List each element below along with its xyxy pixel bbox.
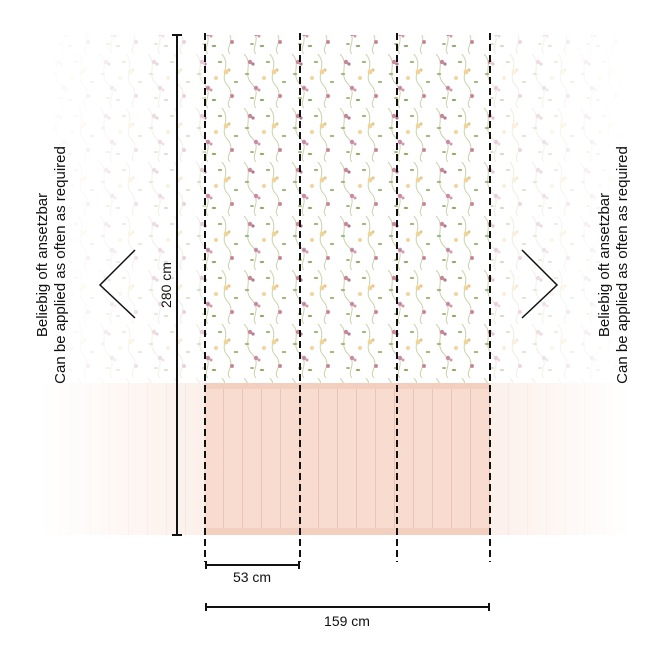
repeat-note-de: Beliebig oft ansetzbar [34,192,51,338]
total-width-label: 159 cm [324,613,370,629]
repeat-note-de: Beliebig oft ansetzbar [596,192,613,338]
floral-pattern [205,35,490,383]
panel-width-label: 53 cm [232,569,272,585]
repeat-note-right: Beliebig oft ansetzbar Can be applied as… [596,146,632,384]
wallpaper-panels [205,35,490,535]
faded-extension-right [490,35,630,535]
repeat-note-left: Beliebig oft ansetzbar Can be applied as… [34,146,70,384]
chevron-right-icon [521,249,559,319]
total-width-dimension [205,603,490,611]
wainscot-pattern [205,383,490,535]
panel-width-dimension [205,561,300,569]
chevron-left-icon [98,249,136,319]
height-dimension [172,34,182,536]
repeat-note-en: Can be applied as often as required [614,146,631,384]
repeat-note-en: Can be applied as often as required [52,146,69,384]
panel-seams [204,33,491,562]
height-label: 280 cm [158,262,174,308]
